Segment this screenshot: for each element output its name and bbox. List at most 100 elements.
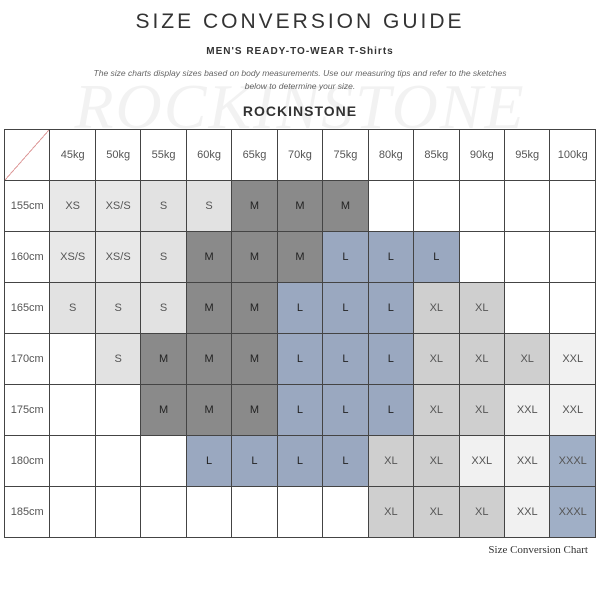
size-cell bbox=[504, 180, 549, 231]
size-cell bbox=[459, 180, 504, 231]
size-cell: XL bbox=[459, 486, 504, 537]
size-cell: L bbox=[368, 231, 413, 282]
size-cell bbox=[459, 231, 504, 282]
size-cell bbox=[50, 384, 95, 435]
size-cell: L bbox=[368, 282, 413, 333]
size-cell: M bbox=[277, 231, 322, 282]
size-cell bbox=[141, 486, 186, 537]
size-cell: XL bbox=[459, 333, 504, 384]
size-cell: M bbox=[277, 180, 322, 231]
size-cell: L bbox=[277, 435, 322, 486]
size-cell: XL bbox=[504, 333, 549, 384]
table-row: 165cmSSSMMLLLXLXL bbox=[5, 282, 596, 333]
size-cell: L bbox=[323, 231, 368, 282]
size-cell bbox=[550, 282, 596, 333]
row-header: 185cm bbox=[5, 486, 50, 537]
size-cell: S bbox=[186, 180, 231, 231]
size-cell: M bbox=[141, 333, 186, 384]
size-cell bbox=[95, 486, 140, 537]
size-cell bbox=[550, 231, 596, 282]
page-title: SIZE CONVERSION GUIDE bbox=[4, 10, 596, 34]
size-cell: XL bbox=[368, 486, 413, 537]
size-cell: L bbox=[323, 282, 368, 333]
size-cell bbox=[368, 180, 413, 231]
size-cell: XXL bbox=[550, 384, 596, 435]
size-cell: S bbox=[95, 333, 140, 384]
size-cell: S bbox=[141, 180, 186, 231]
size-cell bbox=[550, 180, 596, 231]
size-cell: XL bbox=[414, 435, 459, 486]
size-cell: M bbox=[186, 231, 231, 282]
size-cell: L bbox=[323, 333, 368, 384]
size-cell: M bbox=[232, 180, 277, 231]
size-cell: XXXL bbox=[550, 435, 596, 486]
size-cell bbox=[232, 486, 277, 537]
size-cell: M bbox=[323, 180, 368, 231]
size-cell bbox=[414, 180, 459, 231]
size-cell: XXL bbox=[504, 486, 549, 537]
row-header: 155cm bbox=[5, 180, 50, 231]
size-cell bbox=[141, 435, 186, 486]
row-header: 160cm bbox=[5, 231, 50, 282]
row-header: 165cm bbox=[5, 282, 50, 333]
size-cell: M bbox=[232, 282, 277, 333]
size-cell bbox=[323, 486, 368, 537]
size-cell: XL bbox=[414, 384, 459, 435]
size-cell: L bbox=[414, 231, 459, 282]
size-cell: XXXL bbox=[550, 486, 596, 537]
size-cell: XS/S bbox=[95, 180, 140, 231]
size-cell: XXL bbox=[504, 435, 549, 486]
table-row: 155cmXSXS/SSSMMM bbox=[5, 180, 596, 231]
table-body: 155cmXSXS/SSSMMM160cmXS/SXS/SSMMMLLL165c… bbox=[5, 180, 596, 537]
table-row: 185cmXLXLXLXXLXXXL bbox=[5, 486, 596, 537]
size-cell: XL bbox=[459, 282, 504, 333]
size-cell bbox=[186, 486, 231, 537]
row-header: 180cm bbox=[5, 435, 50, 486]
size-cell bbox=[50, 333, 95, 384]
size-cell: S bbox=[50, 282, 95, 333]
size-table: 45kg50kg55kg60kg65kg70kg75kg80kg85kg90kg… bbox=[4, 129, 596, 538]
size-cell: M bbox=[232, 384, 277, 435]
size-cell: M bbox=[232, 333, 277, 384]
size-cell: L bbox=[186, 435, 231, 486]
size-cell: M bbox=[141, 384, 186, 435]
size-cell: L bbox=[277, 333, 322, 384]
row-header: 170cm bbox=[5, 333, 50, 384]
size-cell: L bbox=[232, 435, 277, 486]
table-row: 180cmLLLLXLXLXXLXXLXXXL bbox=[5, 435, 596, 486]
size-cell: XL bbox=[368, 435, 413, 486]
caption: Size Conversion Chart bbox=[4, 538, 596, 556]
size-cell bbox=[50, 486, 95, 537]
size-cell: XL bbox=[414, 282, 459, 333]
subtitle-prefix: MEN'S READY-TO-WEAR bbox=[206, 46, 344, 57]
size-cell: L bbox=[277, 384, 322, 435]
corner-cell bbox=[5, 129, 50, 180]
size-cell bbox=[277, 486, 322, 537]
size-cell: M bbox=[186, 282, 231, 333]
subtitle-category: T-Shirts bbox=[348, 46, 393, 57]
size-cell: XL bbox=[414, 333, 459, 384]
size-cell: XXL bbox=[550, 333, 596, 384]
size-cell: XS/S bbox=[95, 231, 140, 282]
size-cell: XS/S bbox=[50, 231, 95, 282]
size-cell: L bbox=[368, 384, 413, 435]
size-cell: XL bbox=[414, 486, 459, 537]
subtitle: MEN'S READY-TO-WEAR T-Shirts bbox=[4, 46, 596, 57]
size-cell: L bbox=[277, 282, 322, 333]
size-cell: S bbox=[141, 282, 186, 333]
size-cell: XXL bbox=[504, 384, 549, 435]
size-cell: L bbox=[323, 435, 368, 486]
size-cell bbox=[95, 435, 140, 486]
size-cell bbox=[504, 282, 549, 333]
size-cell: S bbox=[95, 282, 140, 333]
size-cell: S bbox=[141, 231, 186, 282]
table-row: 160cmXS/SXS/SSMMMLLL bbox=[5, 231, 596, 282]
size-cell: L bbox=[368, 333, 413, 384]
row-header: 175cm bbox=[5, 384, 50, 435]
table-row: 170cmSMMMLLLXLXLXLXXL bbox=[5, 333, 596, 384]
size-cell: M bbox=[232, 231, 277, 282]
size-cell: XXL bbox=[459, 435, 504, 486]
size-cell: L bbox=[323, 384, 368, 435]
size-cell bbox=[50, 435, 95, 486]
size-cell bbox=[504, 231, 549, 282]
